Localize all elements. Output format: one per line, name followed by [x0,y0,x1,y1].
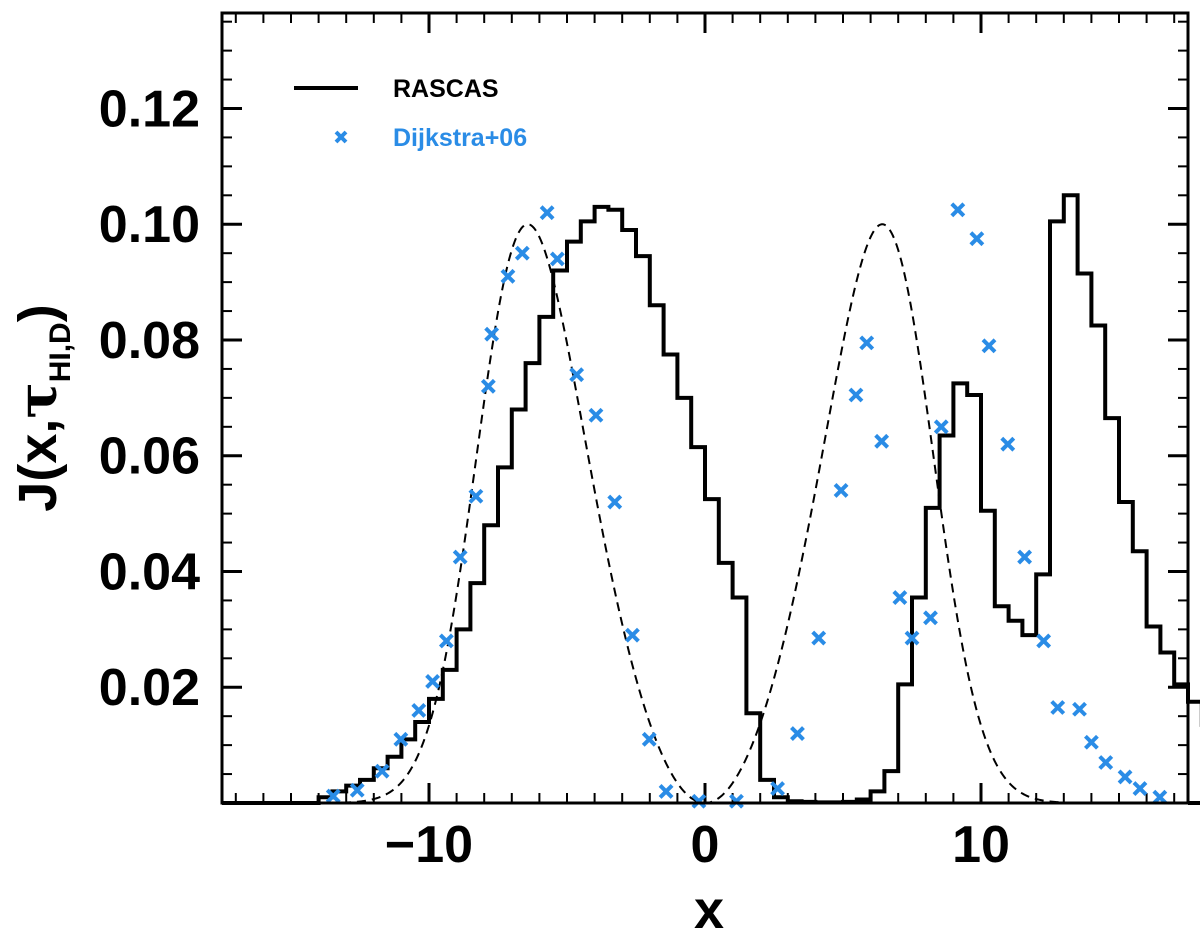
dijkstra-point [1083,734,1099,750]
y-tick-label: 0.12 [99,80,200,138]
dijkstra-point [1072,701,1087,717]
legend-marker-dijkstra [334,130,348,144]
plot-frame [220,11,1190,805]
dijkstra-point [588,407,604,423]
dijkstra-point [904,630,920,646]
dijkstra-point [859,335,875,351]
dijkstra-point [641,731,657,747]
dijkstra-point [624,627,640,643]
dijkstra-point [393,731,409,747]
dijkstra-point [607,494,623,510]
minor-ticks [222,13,1188,803]
legend: RASCAS Dijkstra+06 [294,75,527,152]
y-axis-label-subscript: HI,D [44,322,77,382]
dijkstra-marker-series [325,202,1168,809]
dijkstra-point [1036,633,1052,649]
dijkstra-point [468,488,484,504]
y-tick-label: 0.08 [99,312,200,370]
dijkstra-point [438,633,454,649]
dijkstra-point [729,793,744,809]
major-ticks [222,13,1188,803]
dijkstra-point [691,793,707,809]
dijkstra-point [981,338,997,354]
dijkstra-point [425,674,441,689]
dijkstra-point [950,202,966,218]
legend-label-dijkstra: Dijkstra+06 [393,124,527,152]
dijkstra-point [933,419,949,435]
dijkstra-point [349,782,365,798]
svg-text:J(x,τHI,D): J(x,τHI,D) [5,304,77,511]
dijkstra-point [500,268,516,284]
y-axis-label-main: J(x, [8,419,68,512]
y-tick-labels: 0.02 0.04 0.06 0.08 0.10 0.12 [99,80,200,717]
y-axis-label-tau: τ [5,382,69,418]
x-tick-label: −10 [385,816,473,874]
dijkstra-point [770,781,786,796]
dijkstra-point [569,367,585,383]
dijkstra-point [969,231,985,247]
x-tick-label: 10 [952,816,1010,874]
x-axis-label: x [694,880,724,935]
dijkstra-point [811,630,827,646]
dijkstra-point [658,784,674,799]
dijkstra-point [325,788,341,804]
y-axis-label: J(x,τHI,D) [5,304,77,511]
dijkstra-point [790,726,805,741]
dijkstra-point [1117,769,1133,785]
dijkstra-point [848,387,864,403]
x-tick-labels: −10 0 10 [385,816,1010,874]
dijkstra-point [1000,436,1016,452]
dijkstra-point [892,590,908,605]
x-tick-label: 0 [691,816,720,874]
dijkstra-point [539,205,555,221]
dijkstra-point [514,245,530,261]
dijkstra-point [1017,549,1033,565]
dijkstra-point [1152,789,1168,805]
analytic-dashed-series [222,223,1188,805]
legend-label-rascas: RASCAS [393,75,499,103]
analytic-dashed-line [222,223,1188,805]
dijkstra-point [923,610,938,626]
dijkstra-point [1098,755,1114,770]
dijkstra-point [484,326,500,342]
y-tick-label: 0.02 [99,659,200,717]
dijkstra-point [833,483,849,498]
dijkstra-point [452,549,468,565]
dijkstra-point [874,433,890,449]
dijkstra-point [374,763,390,779]
y-axis-label-close: ) [8,304,68,322]
y-tick-label: 0.06 [99,428,200,486]
dijkstra-point [549,251,565,267]
y-tick-label: 0.04 [99,543,200,601]
dijkstra-point [1132,781,1148,796]
dijkstra-point [411,702,427,718]
dijkstra-point [480,378,496,394]
y-tick-label: 0.10 [99,196,200,254]
dijkstra-point [1050,700,1066,715]
